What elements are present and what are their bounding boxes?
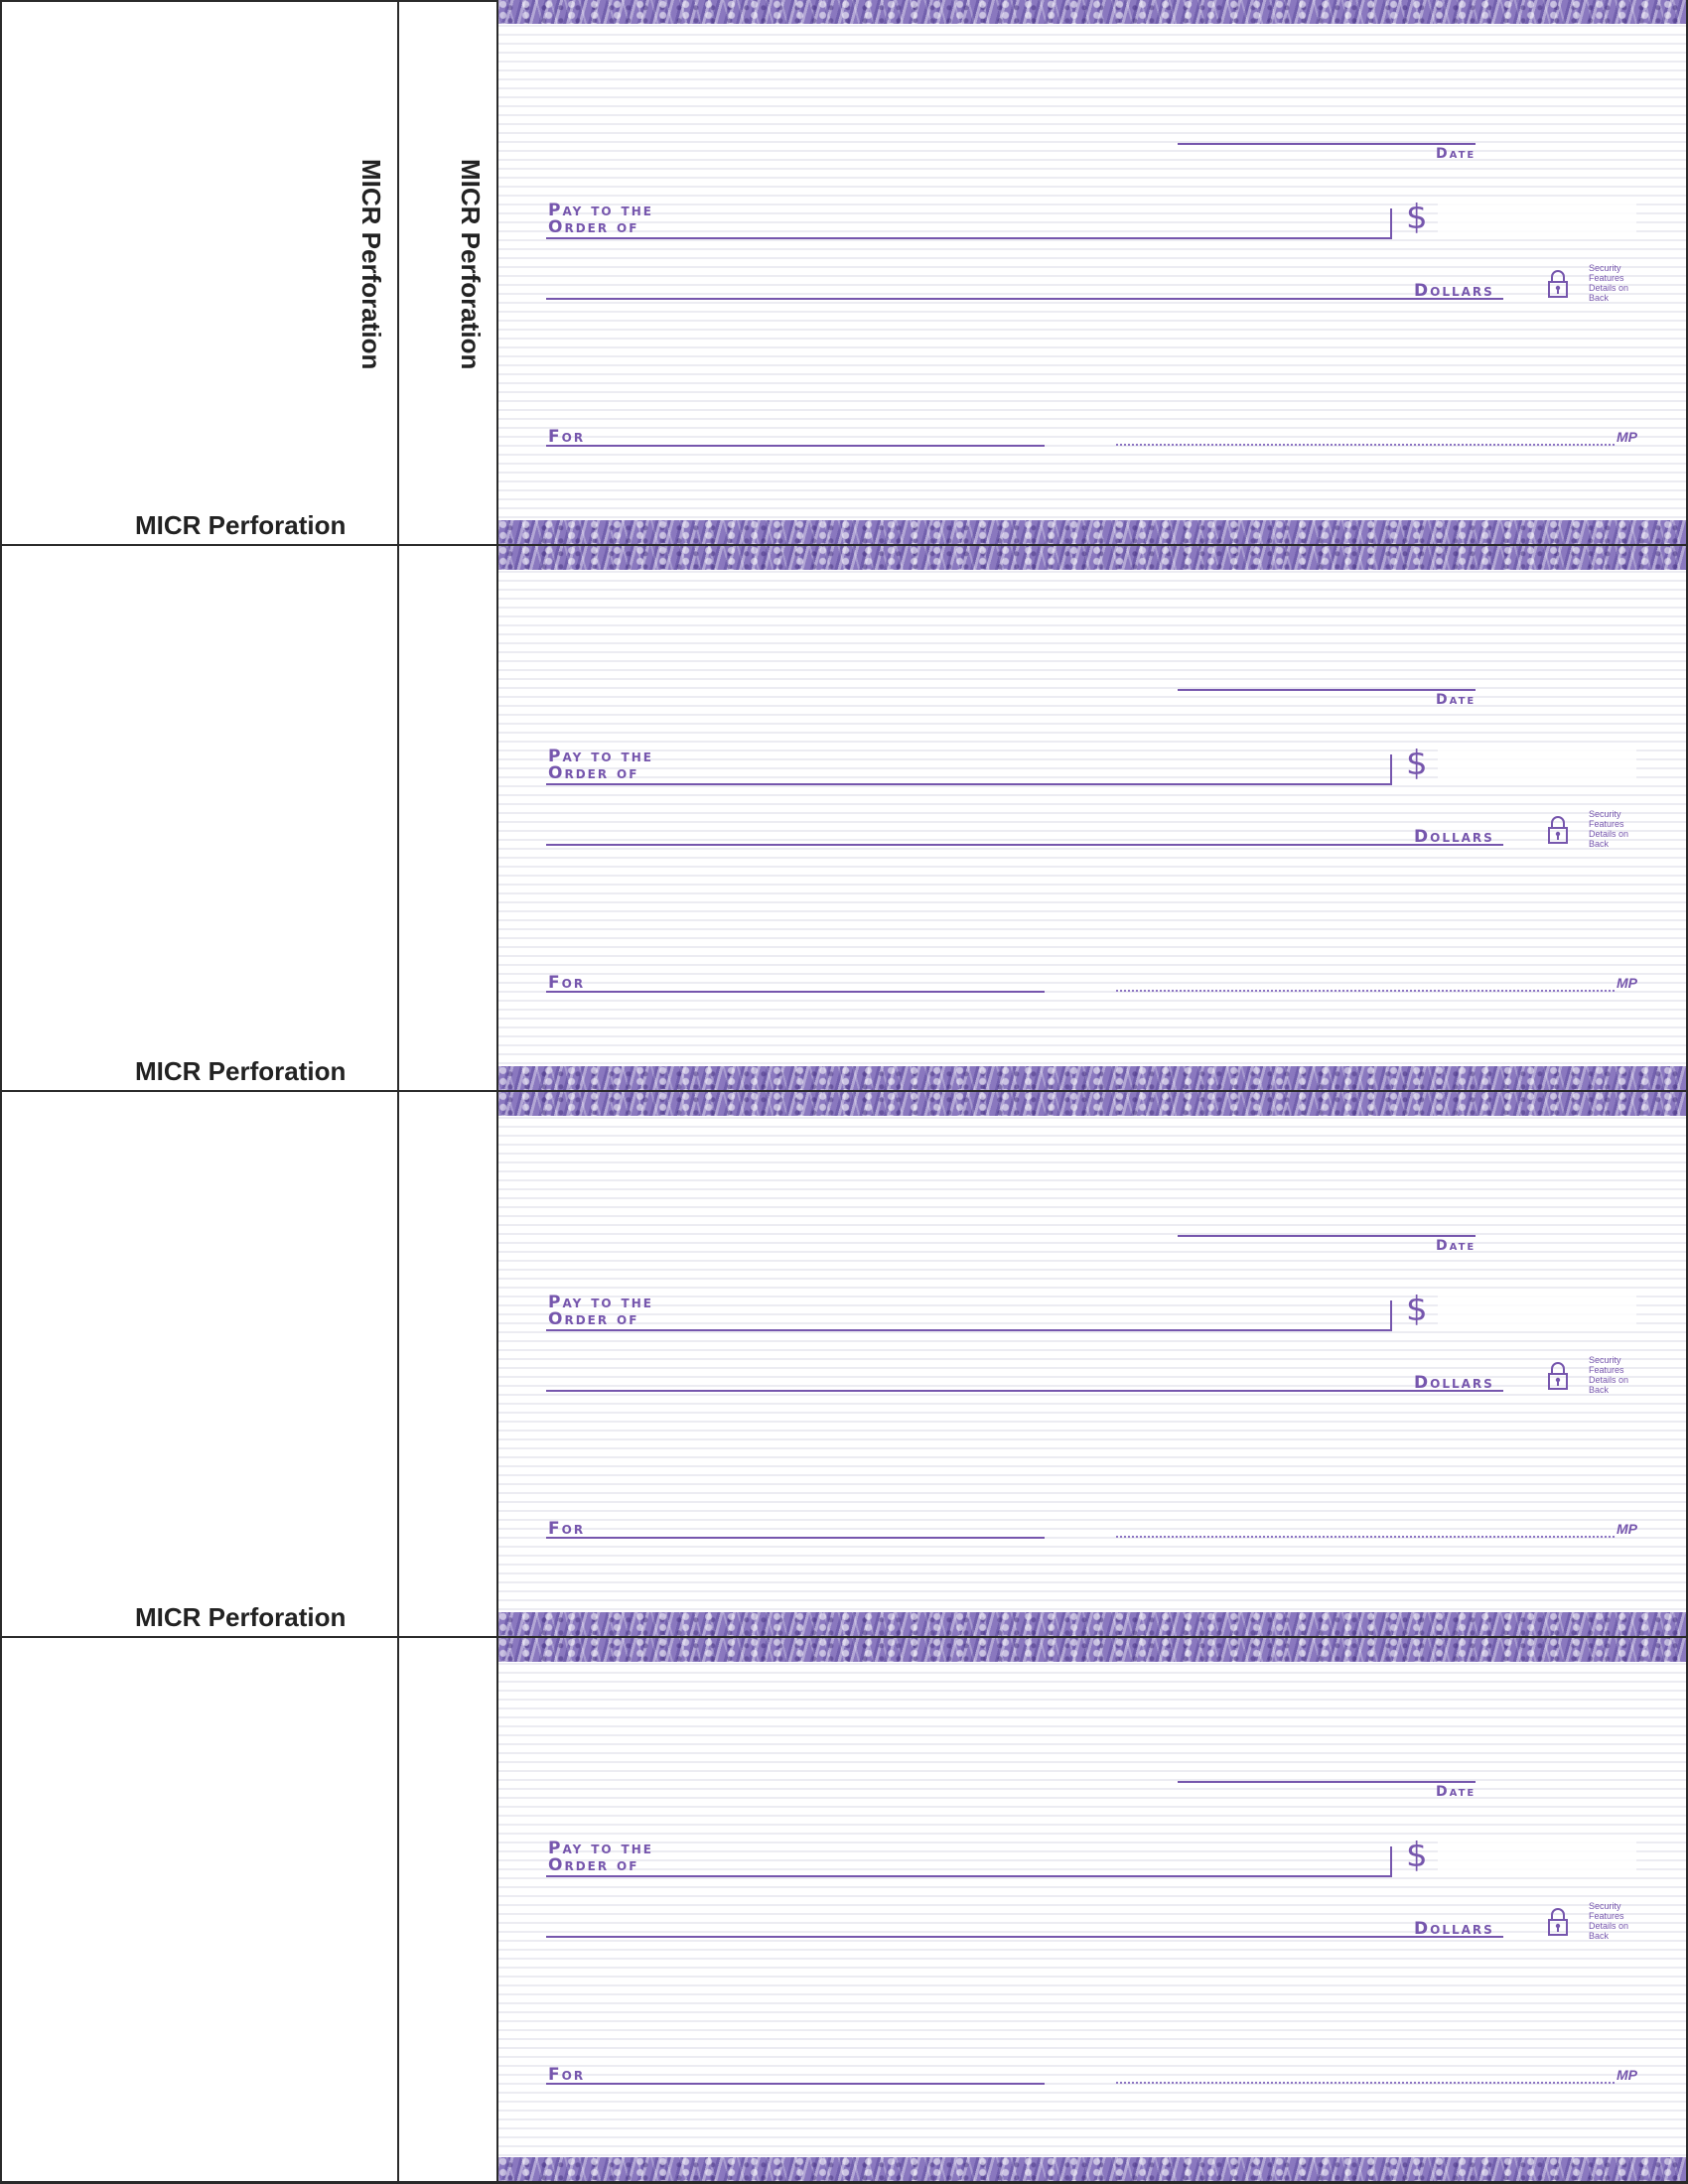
amount-box[interactable] xyxy=(1438,1837,1636,1876)
payee-line-end xyxy=(1390,1846,1392,1877)
memo-line[interactable] xyxy=(546,1537,1045,1539)
check-1: Date Pay to the Order of $ Dollars Secur… xyxy=(498,0,1686,544)
mp-mark: MP xyxy=(1617,2067,1637,2083)
date-line[interactable] xyxy=(1178,1235,1476,1237)
signature-line[interactable] xyxy=(1116,2082,1615,2084)
security-features-note: Security Features Details on Back xyxy=(1589,263,1629,303)
amount-words-line[interactable] xyxy=(546,298,1503,300)
security-band-bottom xyxy=(498,1066,1686,1090)
date-label: Date xyxy=(1436,146,1477,162)
padlock-icon xyxy=(1548,270,1568,298)
security-band-bottom xyxy=(498,520,1686,544)
payee-line-end xyxy=(1390,208,1392,239)
amount-box[interactable] xyxy=(1438,745,1636,784)
memo-line[interactable] xyxy=(546,445,1045,447)
security-band-top xyxy=(498,546,1686,570)
padlock-icon xyxy=(1548,1908,1568,1936)
dollar-sign: $ xyxy=(1406,744,1428,783)
dollars-label: Dollars xyxy=(1414,1373,1494,1393)
security-band-bottom xyxy=(498,2157,1686,2181)
payee-line-end xyxy=(1390,1300,1392,1331)
dollar-sign: $ xyxy=(1406,198,1428,237)
mp-mark: MP xyxy=(1617,1521,1637,1537)
perforation-line-2 xyxy=(0,1090,1688,1092)
signature-line[interactable] xyxy=(1116,1536,1615,1538)
amount-words-line[interactable] xyxy=(546,1390,1503,1392)
pay-to-label-line2: Order of xyxy=(548,217,639,237)
date-label: Date xyxy=(1436,692,1477,708)
date-line[interactable] xyxy=(1178,143,1476,145)
padlock-icon xyxy=(1548,816,1568,844)
amount-box[interactable] xyxy=(1438,199,1636,238)
check-perforation-line xyxy=(496,0,498,2184)
perforation-label-3: MICR Perforation xyxy=(135,1602,347,1632)
for-label: For xyxy=(548,973,586,993)
vertical-perforation-label-stub: MICR Perforation xyxy=(356,159,386,370)
payee-line[interactable] xyxy=(546,1329,1392,1331)
pay-to-label-line1: Pay to the xyxy=(548,747,653,766)
sheet-border-right xyxy=(1686,0,1688,2184)
pay-to-label-line1: Pay to the xyxy=(548,1293,653,1312)
security-features-note: Security Features Details on Back xyxy=(1589,1901,1629,1941)
mp-mark: MP xyxy=(1617,975,1637,991)
date-line[interactable] xyxy=(1178,1781,1476,1783)
for-label: For xyxy=(548,2065,586,2085)
pay-to-label-line1: Pay to the xyxy=(548,201,653,220)
security-band-top xyxy=(498,1092,1686,1116)
pay-to-label-line2: Order of xyxy=(548,763,639,783)
pay-to-label-line1: Pay to the xyxy=(548,1839,653,1858)
signature-line[interactable] xyxy=(1116,444,1615,446)
date-label: Date xyxy=(1436,1238,1477,1254)
memo-line[interactable] xyxy=(546,991,1045,993)
security-band-top xyxy=(498,0,1686,24)
check-2: Date Pay to the Order of $ Dollars Secur… xyxy=(498,546,1686,1090)
padlock-icon xyxy=(1548,1362,1568,1390)
memo-line[interactable] xyxy=(546,2083,1045,2085)
pay-to-label-line2: Order of xyxy=(548,1309,639,1329)
security-band-bottom xyxy=(498,1612,1686,1636)
perforation-line-1 xyxy=(0,544,1688,546)
vertical-perforation-label-check: MICR Perforation xyxy=(456,159,486,370)
sheet-border-bottom xyxy=(0,2181,1688,2184)
mp-mark: MP xyxy=(1617,429,1637,445)
for-label: For xyxy=(548,1519,586,1539)
security-band-top xyxy=(498,1638,1686,1662)
perforation-label-2: MICR Perforation xyxy=(135,1056,347,1086)
dollars-label: Dollars xyxy=(1414,281,1494,301)
perforation-line-3 xyxy=(0,1636,1688,1638)
security-features-note: Security Features Details on Back xyxy=(1589,1355,1629,1395)
perforation-label-1: MICR Perforation xyxy=(135,510,347,540)
dollars-label: Dollars xyxy=(1414,1919,1494,1939)
amount-words-line[interactable] xyxy=(546,844,1503,846)
security-features-note: Security Features Details on Back xyxy=(1589,809,1629,849)
payee-line[interactable] xyxy=(546,1875,1392,1877)
check-3: Date Pay to the Order of $ Dollars Secur… xyxy=(498,1092,1686,1636)
for-label: For xyxy=(548,427,586,447)
payee-line-end xyxy=(1390,754,1392,785)
signature-line[interactable] xyxy=(1116,990,1615,992)
date-label: Date xyxy=(1436,1784,1477,1800)
sheet-border-left xyxy=(0,0,2,2184)
check-4: Date Pay to the Order of $ Dollars Secur… xyxy=(498,1638,1686,2181)
payee-line[interactable] xyxy=(546,783,1392,785)
dollar-sign: $ xyxy=(1406,1290,1428,1329)
pay-to-label-line2: Order of xyxy=(548,1855,639,1875)
amount-box[interactable] xyxy=(1438,1291,1636,1330)
amount-words-line[interactable] xyxy=(546,1936,1503,1938)
dollars-label: Dollars xyxy=(1414,827,1494,847)
payee-line[interactable] xyxy=(546,237,1392,239)
dollar-sign: $ xyxy=(1406,1836,1428,1875)
stub-perforation-line xyxy=(397,0,399,2184)
date-line[interactable] xyxy=(1178,689,1476,691)
